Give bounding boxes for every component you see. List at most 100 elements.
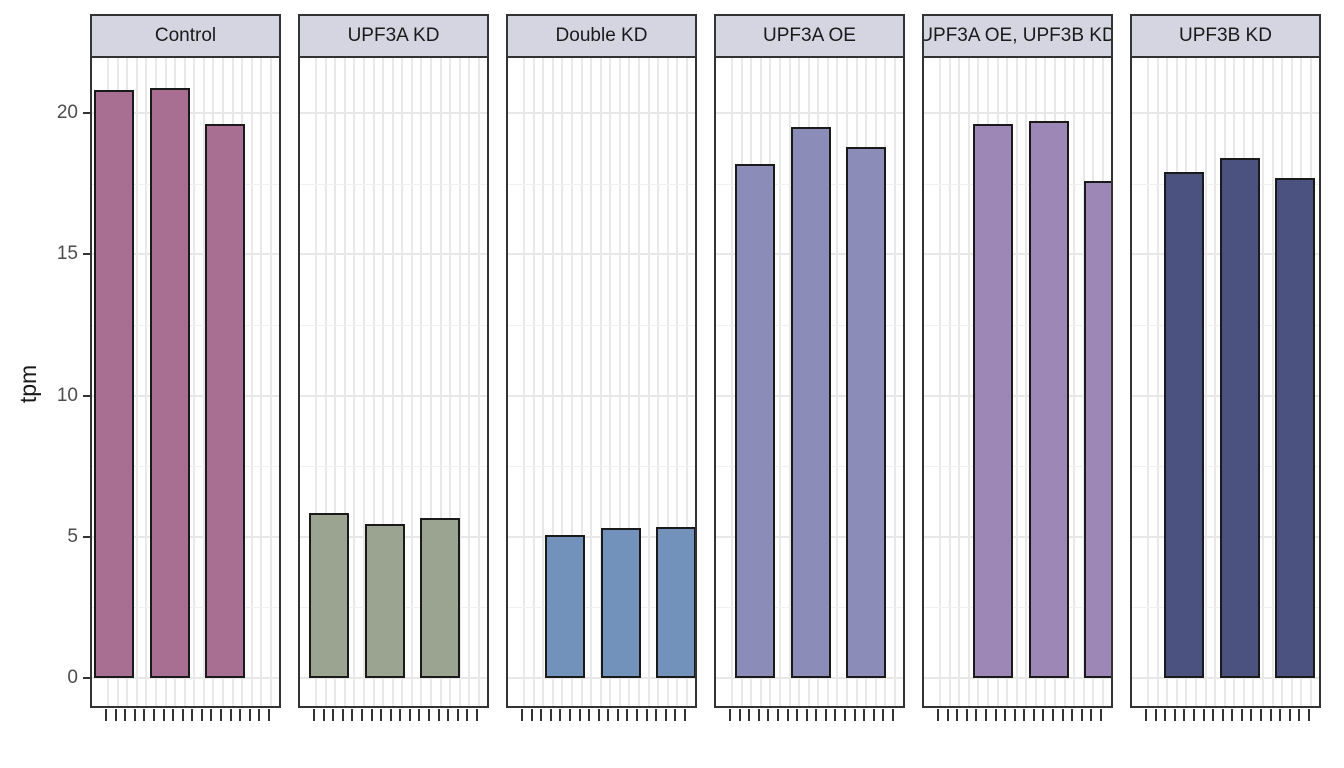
x-tick-mark bbox=[796, 709, 799, 721]
x-tick-mark bbox=[200, 709, 203, 721]
x-gridline bbox=[270, 58, 272, 706]
x-gridline bbox=[382, 58, 385, 706]
y-gridline-minor bbox=[924, 183, 1111, 185]
x-tick-mark bbox=[191, 709, 194, 721]
x-tick-mark bbox=[521, 709, 523, 721]
x-tick-mark bbox=[1240, 709, 1243, 721]
x-tick-mark bbox=[1100, 709, 1102, 721]
x-tick-mark bbox=[370, 709, 373, 721]
x-tick-mark bbox=[946, 709, 949, 721]
x-tick-mark bbox=[597, 709, 600, 721]
x-gridline bbox=[1082, 58, 1085, 706]
x-gridline bbox=[420, 58, 423, 706]
x-tick-mark bbox=[738, 709, 741, 721]
x-tick-mark bbox=[1279, 709, 1282, 721]
x-tick-mark bbox=[239, 709, 242, 721]
y-tick-label: 15 bbox=[56, 243, 78, 265]
x-tick-mark bbox=[834, 709, 837, 721]
facet-strip: UPF3A OE bbox=[714, 14, 905, 58]
y-gridline-major bbox=[924, 535, 1111, 538]
x-tick-mark bbox=[616, 709, 619, 721]
bar bbox=[205, 124, 245, 678]
y-gridline-major bbox=[924, 394, 1111, 397]
x-tick-mark bbox=[389, 709, 392, 721]
facet-panel: UPF3A OE, UPF3B KD bbox=[922, 0, 1113, 768]
x-tick-mark bbox=[805, 709, 808, 721]
x-gridline bbox=[948, 58, 951, 706]
x-gridline bbox=[372, 58, 375, 706]
facet-strip-label: UPF3A OE bbox=[763, 25, 856, 46]
x-tick-mark bbox=[956, 709, 959, 721]
facet-panel: UPF3A KD bbox=[298, 0, 489, 768]
y-gridline-major bbox=[716, 112, 903, 114]
x-gridline bbox=[410, 58, 413, 706]
x-tick-mark bbox=[1004, 709, 1007, 721]
bar bbox=[1028, 121, 1069, 678]
facet-strip: UPF3A KD bbox=[298, 14, 489, 58]
x-tick-mark bbox=[1212, 709, 1215, 721]
x-gridline bbox=[939, 58, 941, 706]
y-tick-mark bbox=[83, 112, 90, 114]
x-tick-mark bbox=[607, 709, 610, 721]
facet-panel: Control bbox=[90, 0, 281, 768]
bar bbox=[790, 127, 831, 678]
x-gridline bbox=[676, 58, 679, 706]
y-gridline-major bbox=[924, 112, 1111, 114]
y-gridline-minor bbox=[508, 324, 695, 326]
x-tick-mark bbox=[776, 709, 779, 721]
x-tick-mark bbox=[568, 709, 571, 721]
x-tick-mark bbox=[332, 709, 335, 721]
x-tick-mark bbox=[626, 709, 629, 721]
x-tick-mark bbox=[322, 709, 325, 721]
x-gridline bbox=[1073, 58, 1076, 706]
x-gridline bbox=[334, 58, 337, 706]
x-tick-mark bbox=[105, 709, 107, 721]
x-tick-mark bbox=[872, 709, 875, 721]
x-tick-mark bbox=[824, 709, 827, 721]
x-tick-mark bbox=[380, 709, 383, 721]
facet-strip-label: UPF3A KD bbox=[347, 25, 440, 46]
x-tick-mark bbox=[1032, 709, 1035, 721]
x-tick-mark bbox=[1164, 709, 1167, 721]
x-gridline bbox=[551, 58, 554, 706]
bar bbox=[656, 526, 695, 678]
x-tick-mark bbox=[1192, 709, 1195, 721]
y-gridline-minor bbox=[924, 466, 1111, 468]
x-tick-mark bbox=[984, 709, 987, 721]
x-tick-mark bbox=[1080, 709, 1083, 721]
x-tick-mark bbox=[882, 709, 885, 721]
x-tick-mark bbox=[476, 709, 478, 721]
x-tick-mark bbox=[1288, 709, 1291, 721]
x-tick-mark bbox=[428, 709, 431, 721]
x-tick-mark bbox=[530, 709, 533, 721]
bar bbox=[309, 512, 349, 678]
facet-panel: UPF3B KD bbox=[1130, 0, 1321, 768]
x-tick-mark bbox=[143, 709, 146, 721]
x-gridline bbox=[430, 58, 433, 706]
x-tick-mark bbox=[684, 709, 686, 721]
x-gridline bbox=[1271, 58, 1274, 706]
y-tick-label: 20 bbox=[56, 102, 78, 123]
x-gridline bbox=[561, 58, 564, 706]
x-tick-mark bbox=[588, 709, 591, 721]
x-tick-mark bbox=[559, 709, 562, 721]
x-gridline bbox=[458, 58, 461, 706]
x-gridline bbox=[657, 58, 660, 706]
y-gridline-minor bbox=[300, 324, 487, 326]
x-gridline bbox=[362, 58, 365, 706]
x-gridline bbox=[449, 58, 452, 706]
bar bbox=[1275, 177, 1315, 678]
bar bbox=[94, 90, 134, 678]
x-gridline bbox=[580, 58, 583, 706]
x-tick-mark bbox=[1250, 709, 1253, 721]
y-gridline-major bbox=[1132, 112, 1319, 114]
y-gridline-major bbox=[508, 253, 695, 256]
x-tick-mark bbox=[757, 709, 760, 721]
x-gridline bbox=[570, 58, 573, 706]
x-gridline bbox=[324, 58, 327, 706]
x-gridline bbox=[958, 58, 961, 706]
x-tick-mark bbox=[1023, 709, 1026, 721]
y-gridline-minor bbox=[924, 324, 1111, 326]
facet-panel-body bbox=[714, 58, 905, 708]
x-tick-mark bbox=[636, 709, 639, 721]
